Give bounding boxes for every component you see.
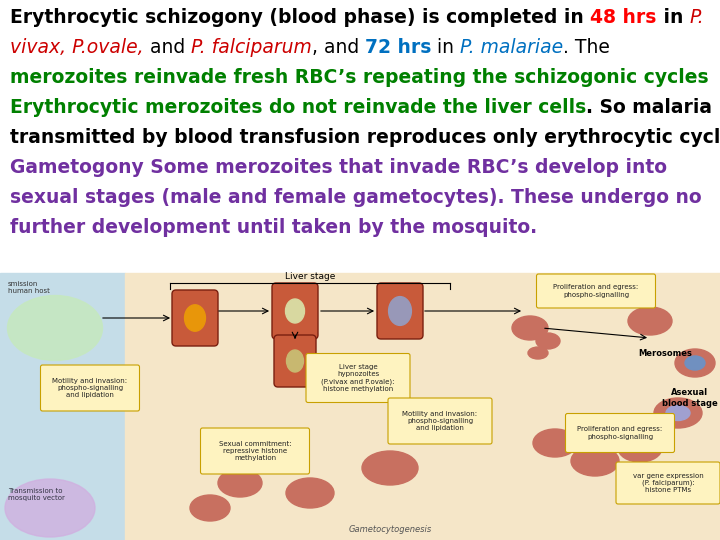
Text: Asexual
blood stage: Asexual blood stage [662,388,718,408]
Ellipse shape [287,350,304,372]
Ellipse shape [190,495,230,521]
Text: P. falciparum: P. falciparum [191,38,312,57]
Text: Proliferation and egress:
phospho-signalling: Proliferation and egress: phospho-signal… [577,427,662,440]
FancyBboxPatch shape [536,274,655,308]
Ellipse shape [184,305,205,331]
Ellipse shape [618,434,662,462]
FancyBboxPatch shape [565,414,675,453]
Text: vivax, P.ovale,: vivax, P.ovale, [10,38,143,57]
Text: Erythrocytic merozoites do not reinvade the liver cells: Erythrocytic merozoites do not reinvade … [10,98,586,117]
Bar [125,273,720,540]
FancyBboxPatch shape [616,462,720,504]
FancyBboxPatch shape [200,428,310,474]
FancyBboxPatch shape [274,335,316,387]
Text: sexual stages (male and female gametocytes). These undergo no: sexual stages (male and female gametocyt… [10,188,701,207]
Ellipse shape [362,451,418,485]
Text: further development until taken by the mosquito.: further development until taken by the m… [10,218,537,237]
Ellipse shape [666,406,690,421]
Text: Liver stage: Liver stage [285,272,336,281]
Text: , and: , and [312,38,365,57]
Text: P.: P. [690,8,704,27]
Ellipse shape [536,333,560,349]
Text: Transmission to
mosquito vector: Transmission to mosquito vector [8,488,65,501]
FancyBboxPatch shape [172,290,218,346]
FancyBboxPatch shape [377,283,423,339]
Text: Liver stage
hypnozoites
(P.vivax and P.ovale):
histone methylation: Liver stage hypnozoites (P.vivax and P.o… [321,364,395,391]
FancyBboxPatch shape [272,283,318,339]
Text: Proliferation and egress:
phospho-signalling: Proliferation and egress: phospho-signal… [554,285,639,298]
Ellipse shape [571,446,619,476]
Text: in: in [657,8,690,27]
Text: 48 hrs: 48 hrs [590,8,657,27]
Text: in: in [431,38,460,57]
Text: Merosomes: Merosomes [638,348,692,357]
Text: Gametocytogenesis: Gametocytogenesis [348,525,431,535]
Text: . The: . The [563,38,611,57]
FancyBboxPatch shape [40,365,140,411]
Text: and: and [143,38,191,57]
Text: . So malaria: . So malaria [586,98,712,117]
Ellipse shape [7,295,102,361]
Text: 72 hrs: 72 hrs [365,38,431,57]
Text: var gene expression
(P. falciparum):
histone PTMs: var gene expression (P. falciparum): his… [633,472,703,493]
Text: merozoites reinvade fresh RBC’s repeating the schizogonic cycles: merozoites reinvade fresh RBC’s repeatin… [10,68,708,87]
Ellipse shape [685,356,705,370]
Text: Motility and invasion:
phospho-signalling
and lipidation: Motility and invasion: phospho-signallin… [53,378,127,398]
Ellipse shape [512,316,548,340]
Ellipse shape [654,398,702,428]
Ellipse shape [5,479,95,537]
Ellipse shape [218,469,262,497]
Ellipse shape [389,296,411,326]
Text: transmitted by blood transfusion reproduces only erythrocytic cycle: transmitted by blood transfusion reprodu… [10,128,720,147]
Bar [0,273,125,540]
Text: Motility and invasion:
phospho-signalling
and lipidation: Motility and invasion: phospho-signallin… [402,411,477,431]
Ellipse shape [286,478,334,508]
Ellipse shape [286,299,305,323]
Text: Erythrocytic schizogony (blood phase) is completed in: Erythrocytic schizogony (blood phase) is… [10,8,590,27]
Ellipse shape [628,307,672,335]
Text: smission
human host: smission human host [8,281,50,294]
Text: Gametogony Some merozoites that invade RBC’s develop into: Gametogony Some merozoites that invade R… [10,158,667,177]
Ellipse shape [528,347,548,359]
Ellipse shape [533,429,577,457]
Ellipse shape [675,349,715,377]
FancyBboxPatch shape [306,354,410,402]
Text: Sexual commitment:
repressive histone
methylation: Sexual commitment: repressive histone me… [219,441,292,461]
Text: P. malariae: P. malariae [460,38,563,57]
FancyBboxPatch shape [388,398,492,444]
